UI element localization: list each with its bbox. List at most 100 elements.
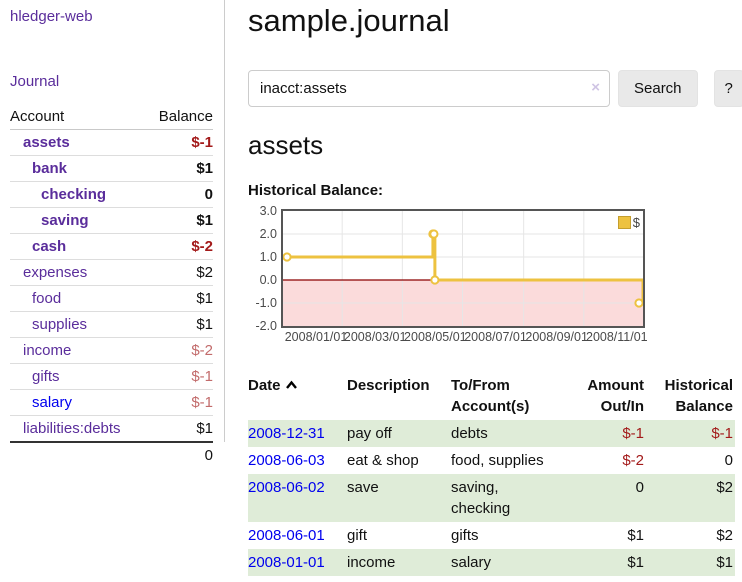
account-balance: $1 [196,290,213,307]
transaction-historical-balance: $1 [716,553,733,571]
account-row: salary $-1 [10,390,213,416]
register-header-amount: Amount Out/In [587,376,644,415]
accounts-total: 0 [204,447,213,464]
sidebar-divider [224,0,225,442]
x-tick-label: 2008/07/01 [464,329,527,344]
x-tick-label: 2008/11/01 [585,329,648,344]
transaction-amount: $-2 [622,451,644,469]
account-balance: $1 [196,212,213,229]
accounts-total-row: 0 [10,442,213,468]
accounts-header-balance: Balance [158,108,213,125]
search-input[interactable] [248,69,610,107]
account-link[interactable]: salary [32,394,73,411]
account-link[interactable]: income [23,342,72,359]
main-pane: sample.journal × Search ? assets Histori… [225,0,742,576]
register-header-tofrom: To/From Account(s) [451,376,530,415]
sidebar-item-journal[interactable]: Journal [10,73,60,90]
register-header-date[interactable]: Date [248,372,347,420]
account-row: saving $1 [10,208,213,234]
transaction-historical-balance: $-1 [711,424,733,442]
register-row: 2008-06-03 eat & shop food, supplies $-2 0 [248,447,735,474]
transaction-date-link[interactable]: 2008-01-01 [248,553,325,571]
account-link[interactable]: gifts [32,368,60,385]
account-balance: $-1 [191,368,213,385]
x-tick-label: 2008/01/01 [284,329,348,344]
register-header-historical: Historical Balance [664,376,733,415]
accounts-header-row: Account Balance [10,104,213,130]
account-row: supplies $1 [10,312,213,338]
transaction-accounts: saving, checking [451,478,511,517]
transaction-amount: $1 [627,526,644,544]
chart-x-axis: 2008/01/01 2008/03/01 2008/05/01 2008/07/01… [281,330,678,350]
transaction-historical-balance: $2 [716,526,733,544]
transaction-amount: $1 [627,553,644,571]
y-tick-label: 0.0 [259,272,277,287]
account-row: cash $-2 [10,234,213,260]
chart-plot-area: $ [281,208,645,328]
search-box: × [248,69,610,107]
account-balance: $-1 [191,134,213,151]
account-balance: $-2 [191,238,213,255]
register-row: 2008-12-31 pay off debts $-1 $-1 [248,419,735,447]
transaction-date-link[interactable]: 2008-06-02 [248,478,325,496]
transaction-accounts: debts [451,424,488,442]
account-link[interactable]: assets [23,134,70,151]
brand-link[interactable]: hledger-web [10,8,93,25]
register-table: Date Description To/From Account(s) Amou… [248,372,735,576]
account-row: gifts $-1 [10,364,213,390]
chart-title: Historical Balance: [248,181,384,199]
y-tick-label: 2.0 [259,226,277,241]
transaction-date-link[interactable]: 2008-06-01 [248,526,325,544]
help-button[interactable]: ? [713,69,742,107]
balance-chart: 3.0 2.0 1.0 0.0 -1.0 -2.0 $ 2008/01/01 2008/03… [248,204,678,350]
account-balance: $1 [196,316,213,333]
account-link[interactable]: liabilities:debts [23,420,121,437]
account-link[interactable]: expenses [23,264,88,281]
transaction-description: pay off [347,424,392,442]
transaction-historical-balance: 0 [724,451,733,469]
account-balance: $1 [196,160,213,177]
transaction-date-link[interactable]: 2008-06-03 [248,451,325,469]
y-tick-label: 3.0 [259,203,277,218]
transaction-description: gift [347,526,368,544]
transaction-historical-balance: $2 [716,478,733,496]
register-header-description: Description [347,376,430,394]
y-tick-label: 1.0 [259,249,277,264]
transaction-amount: $-1 [622,424,644,442]
transaction-date-link[interactable]: 2008-12-31 [248,424,325,442]
account-link[interactable]: cash [32,238,67,255]
sort-ascending-icon [285,375,298,396]
transaction-accounts: food, supplies [451,451,544,469]
account-link[interactable]: supplies [32,316,88,333]
register-row: 2008-06-02 save saving, checking 0 $2 [248,473,735,522]
account-row: checking 0 [10,182,213,208]
chart-legend: $ [617,214,640,230]
legend-label: $ [632,214,640,230]
x-tick-label: 2008/05/01 [404,329,467,344]
date-header-label: Date [248,376,281,394]
account-link[interactable]: food [32,290,62,307]
transaction-description: eat & shop [347,451,419,469]
clear-search-icon[interactable]: × [591,78,600,96]
accounts-header-account: Account [10,108,65,125]
sidebar: hledger-web Journal Account Balance asse… [0,0,225,576]
chart-y-axis: 3.0 2.0 1.0 0.0 -1.0 -2.0 [248,204,277,333]
register-header-row: Date Description To/From Account(s) Amou… [248,372,735,420]
x-tick-label: 2008/09/01 [525,329,588,344]
account-link[interactable]: saving [41,212,89,229]
x-tick-label: 2008/03/01 [343,329,407,344]
account-heading: assets [248,129,324,160]
account-row: food $1 [10,286,213,312]
account-balance: $-1 [191,394,213,411]
search-button[interactable]: Search [618,69,698,107]
account-row: bank $1 [10,156,213,182]
transaction-description: save [347,478,379,496]
y-tick-label: -1.0 [255,295,277,310]
account-link[interactable]: bank [32,160,68,177]
accounts-table: Account Balance assets $-1 bank $1 checking 0… [10,104,213,468]
y-tick-label: -2.0 [255,318,277,333]
account-row: liabilities:debts $1 [10,416,213,442]
account-link[interactable]: checking [41,186,107,203]
account-balance: $2 [196,264,213,281]
